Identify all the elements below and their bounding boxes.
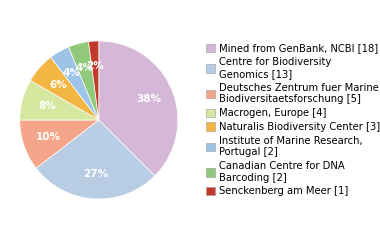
Wedge shape [20,80,99,120]
Text: 38%: 38% [136,94,161,104]
Wedge shape [68,42,99,120]
Text: 4%: 4% [76,63,94,73]
Wedge shape [51,47,99,120]
Wedge shape [20,120,99,168]
Wedge shape [89,41,99,120]
Text: 2%: 2% [86,61,104,71]
Legend: Mined from GenBank, NCBI [18], Centre for Biodiversity
Genomics [13], Deutsches : Mined from GenBank, NCBI [18], Centre fo… [206,43,380,197]
Text: 10%: 10% [35,132,60,142]
Text: 27%: 27% [83,169,108,179]
Text: 8%: 8% [38,101,56,111]
Wedge shape [30,57,99,120]
Wedge shape [36,120,155,199]
Text: 6%: 6% [49,80,67,90]
Text: 4%: 4% [63,68,81,78]
Wedge shape [99,41,178,176]
